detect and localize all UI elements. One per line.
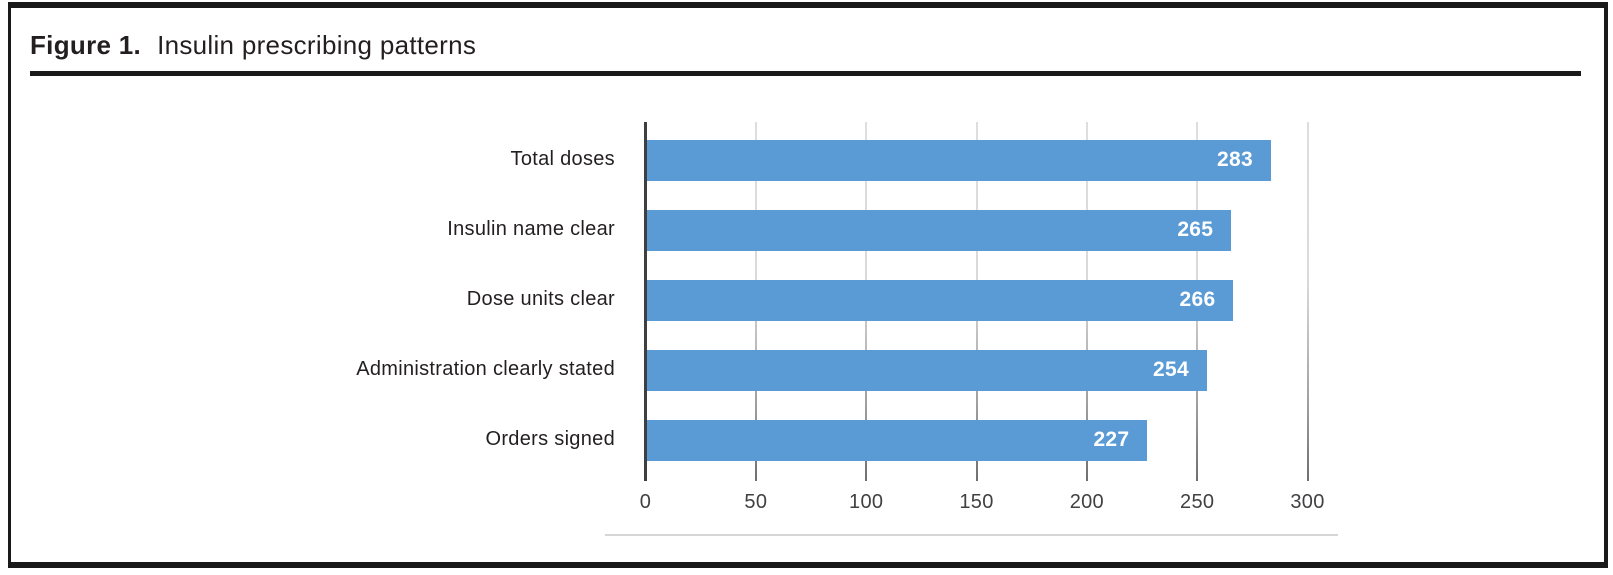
bar-orders-signed: 227 xyxy=(646,419,1148,461)
x-tick-label-150: 150 xyxy=(959,491,994,513)
bar-value-label: 283 xyxy=(1217,148,1253,171)
axis-bottom-rule xyxy=(605,534,1338,536)
bar-administration-clearly-stated: 254 xyxy=(646,349,1207,391)
bar-value-label: 254 xyxy=(1153,358,1189,381)
bar-total-doses: 283 xyxy=(646,139,1271,181)
bar-value-label: 266 xyxy=(1179,288,1216,311)
x-tick-label-200: 200 xyxy=(1069,491,1104,513)
category-label: Insulin name clear xyxy=(447,218,615,240)
bar-dose-units-clear: 266 xyxy=(646,279,1234,321)
x-tick-label-300: 300 xyxy=(1290,491,1325,513)
y-axis-line xyxy=(644,122,647,481)
x-tick-label-250: 250 xyxy=(1180,491,1215,513)
x-tick-label-100: 100 xyxy=(849,491,884,513)
category-label: Dose units clear xyxy=(466,288,615,310)
figure-title: Figure 1. Insulin prescribing patterns xyxy=(30,30,476,61)
x-tick-label-50: 50 xyxy=(744,491,768,513)
category-label: Orders signed xyxy=(485,428,615,450)
category-label: Administration clearly stated xyxy=(356,358,615,380)
bar-insulin-name-clear: 265 xyxy=(646,209,1232,251)
bar-value-label: 227 xyxy=(1093,428,1130,451)
category-label: Total doses xyxy=(510,148,615,170)
figure-label: Figure 1. xyxy=(30,30,142,60)
title-divider-rule xyxy=(30,71,1581,76)
gridline-x-300 xyxy=(1306,122,1309,481)
bar-value-label: 265 xyxy=(1177,218,1214,241)
x-tick-label-0: 0 xyxy=(639,491,652,513)
figure-title-text: Insulin prescribing patterns xyxy=(157,30,477,60)
